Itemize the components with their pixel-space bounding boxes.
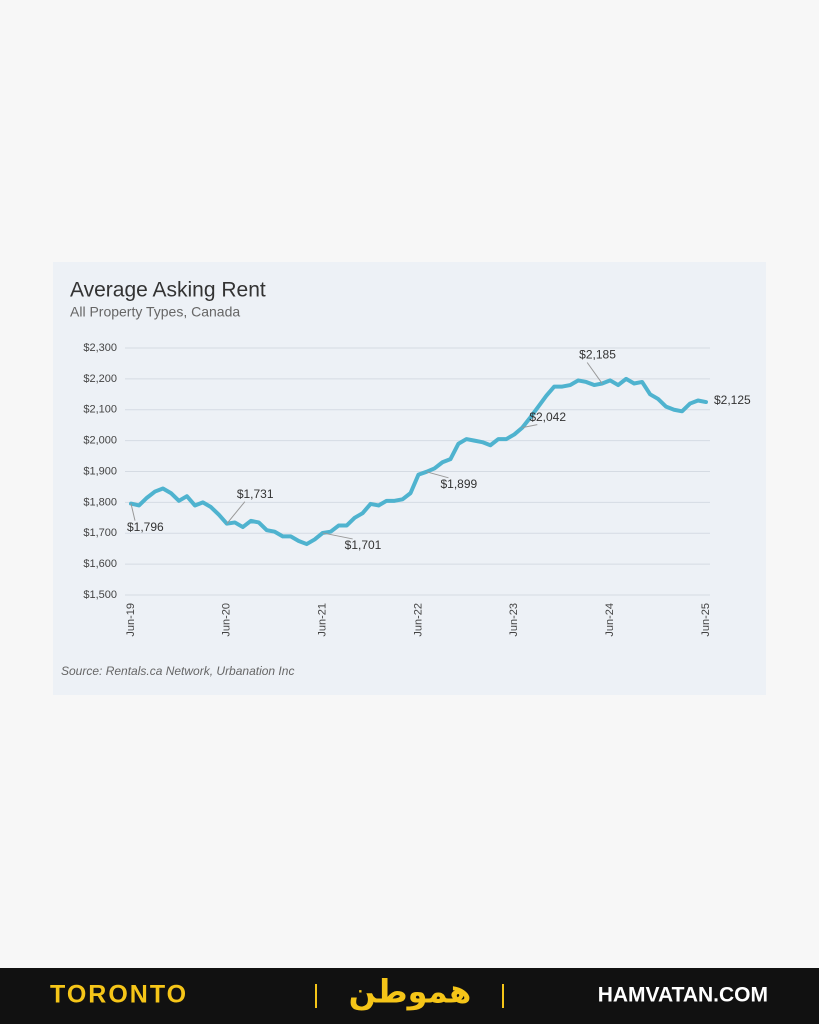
label-leader: [322, 532, 353, 540]
footer-logo: هموطن: [349, 973, 472, 1010]
label-leader: [130, 503, 136, 521]
chart-source: Source: Rentals.ca Network, Urbanation I…: [61, 664, 294, 678]
y-tick-label: $1,800: [83, 496, 117, 508]
y-tick-label: $2,300: [83, 342, 117, 354]
chart-subtitle: All Property Types, Canada: [70, 304, 240, 320]
y-tick-label: $1,600: [83, 558, 117, 570]
data-line: [129, 376, 708, 547]
data-label: $2,185: [579, 348, 616, 362]
y-tick-label: $1,700: [83, 527, 117, 539]
x-tick-label: Jun-22: [412, 603, 424, 637]
footer-bar: [0, 968, 819, 1024]
y-tick-label: $2,000: [83, 435, 117, 447]
x-tick-label: Jun-20: [221, 603, 233, 637]
x-tick-label: Jun-25: [700, 603, 712, 637]
footer-city: TORONTO: [50, 981, 188, 1009]
data-label: $1,796: [127, 520, 164, 534]
chart-title: Average Asking Rent: [70, 279, 266, 302]
x-tick-label: Jun-19: [125, 603, 137, 637]
x-tick-label: Jun-23: [508, 603, 520, 637]
x-tick-label: Jun-21: [317, 603, 329, 637]
data-label: $1,899: [440, 477, 477, 491]
label-leader: [226, 501, 246, 524]
y-tick-label: $2,200: [83, 373, 117, 385]
y-tick-label: $1,500: [83, 589, 117, 601]
y-tick-label: $2,100: [83, 404, 117, 416]
data-label: $1,731: [237, 487, 274, 501]
footer-site: HAMVATAN.COM: [598, 984, 768, 1007]
label-leader: [586, 362, 603, 384]
y-tick-label: $1,900: [83, 465, 117, 477]
data-label: $1,701: [345, 538, 382, 552]
label-leader: [426, 471, 449, 479]
x-tick-label: Jun-24: [604, 603, 616, 637]
plot: $1,500 $1,600 $1,700 $1,800 $1,900 $2,000 $2,1…: [83, 342, 751, 637]
data-label: $2,042: [529, 410, 566, 424]
data-label: $2,125: [714, 393, 751, 407]
label-leader: [522, 424, 538, 429]
chart-panel: [53, 262, 766, 695]
